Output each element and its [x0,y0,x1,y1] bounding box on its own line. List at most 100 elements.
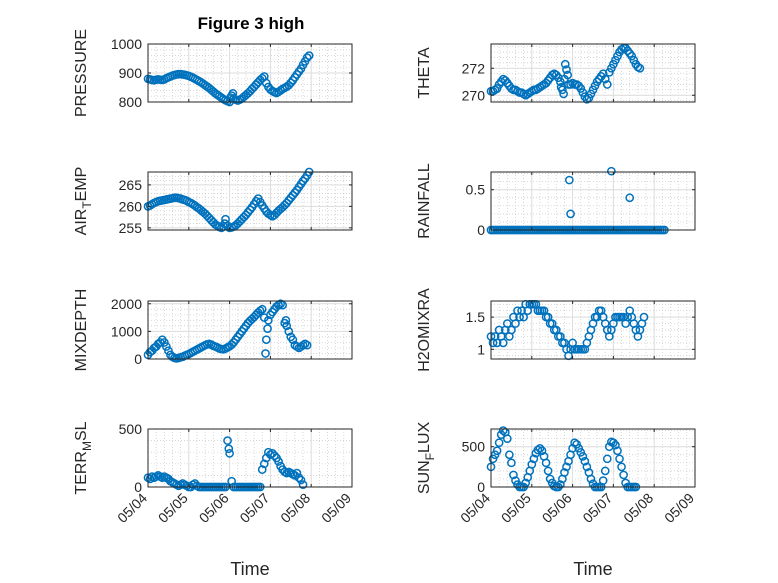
data-point [559,89,568,99]
figure-title: Figure 3 high [198,14,305,33]
data-point [570,438,579,448]
data-point [164,346,173,356]
data-point [615,454,624,464]
y-label-subscript: F [423,453,437,460]
data-point [282,321,292,331]
data-point [558,85,567,95]
data-point [560,59,570,69]
data-point [227,476,236,486]
data-point [580,456,590,466]
y-tick-label: 900 [119,65,143,81]
axes-frame [147,428,353,488]
data-point [494,438,504,448]
data-point [281,315,291,325]
data-point [264,315,273,325]
axes-frame [147,300,353,360]
data-markers [486,43,645,104]
data-point [505,450,514,460]
y-label-rest: LUX [416,422,433,453]
y-tick-label: 265 [119,177,143,193]
data-point [607,166,616,176]
data-point [507,458,516,468]
y-tick-label: 2000 [111,296,142,312]
subplot-4: 0 0.5 RAINFALL [416,163,696,239]
y-tick-label: 1.5 [466,309,486,325]
data-point [563,70,573,80]
data-point [600,466,610,476]
data-point [543,466,553,476]
y-tick-label: 0 [134,351,142,367]
data-point [492,446,502,456]
subplot-1: 800 900 1000 PRESSURE [73,29,353,117]
y-axis-label: TERRMSL [73,421,94,494]
data-point [507,325,516,335]
data-point [296,475,306,485]
data-markers [143,51,314,107]
data-point [261,349,270,358]
data-point [578,452,588,461]
data-point [598,69,608,79]
data-point [502,434,512,444]
data-point [519,312,528,322]
y-label-subscript: M [80,441,94,451]
data-point [537,446,547,456]
data-point [586,474,596,484]
y-tick-label: 800 [119,94,143,110]
data-point [274,300,283,310]
axes-background [491,172,695,230]
y-tick-label: 500 [119,421,143,437]
y-tick-label: 0 [477,479,485,495]
data-point [529,454,539,464]
data-point [509,470,518,480]
axes-background [148,172,352,230]
data-point [635,63,645,73]
subplot-6: 1 1.5 H2OMIXRA [416,288,696,372]
data-point [288,335,298,345]
y-axis-label: MIXDEPTH [73,289,90,372]
axes-frame [490,428,696,488]
data-point [562,65,571,74]
data-point [224,444,234,454]
data-point [498,338,508,348]
data-point [257,304,267,314]
data-point [535,443,545,453]
data-point [619,470,628,480]
data-point [511,319,520,328]
axes-frame [147,171,353,231]
y-label-subscript: T [80,201,94,209]
data-point [304,51,314,60]
y-tick-label: 1000 [111,323,142,339]
y-axis-label: H2OMIXRA [416,288,433,372]
y-axis-label: SUNFLUX [416,422,437,495]
data-point [600,74,610,84]
y-label-main: TERR [73,451,90,495]
subplot-3: 255 260 265 AIRTEMP [73,167,353,236]
data-point [302,340,312,350]
axes-background [491,429,695,487]
y-tick-label: 0 [134,479,142,495]
data-point [159,338,169,347]
data-point [292,468,302,478]
data-point [223,436,232,445]
data-point [492,338,502,348]
data-markers [143,299,312,363]
y-tick-label: 1 [477,341,485,357]
data-point [276,299,285,309]
data-point [560,468,569,477]
y-tick-label: 0.5 [466,182,486,198]
y-label-rest: EMP [73,167,90,202]
data-point [162,342,171,351]
data-point [613,446,622,456]
data-point [611,440,620,450]
axes-background [148,301,352,359]
data-point [257,465,267,474]
data-point [527,460,537,469]
axes-frame [490,171,696,231]
data-point [298,480,308,490]
y-tick-label: 270 [462,87,486,103]
data-point [225,449,234,458]
data-point [617,462,626,472]
data-point [598,476,608,485]
data-point [300,339,310,349]
